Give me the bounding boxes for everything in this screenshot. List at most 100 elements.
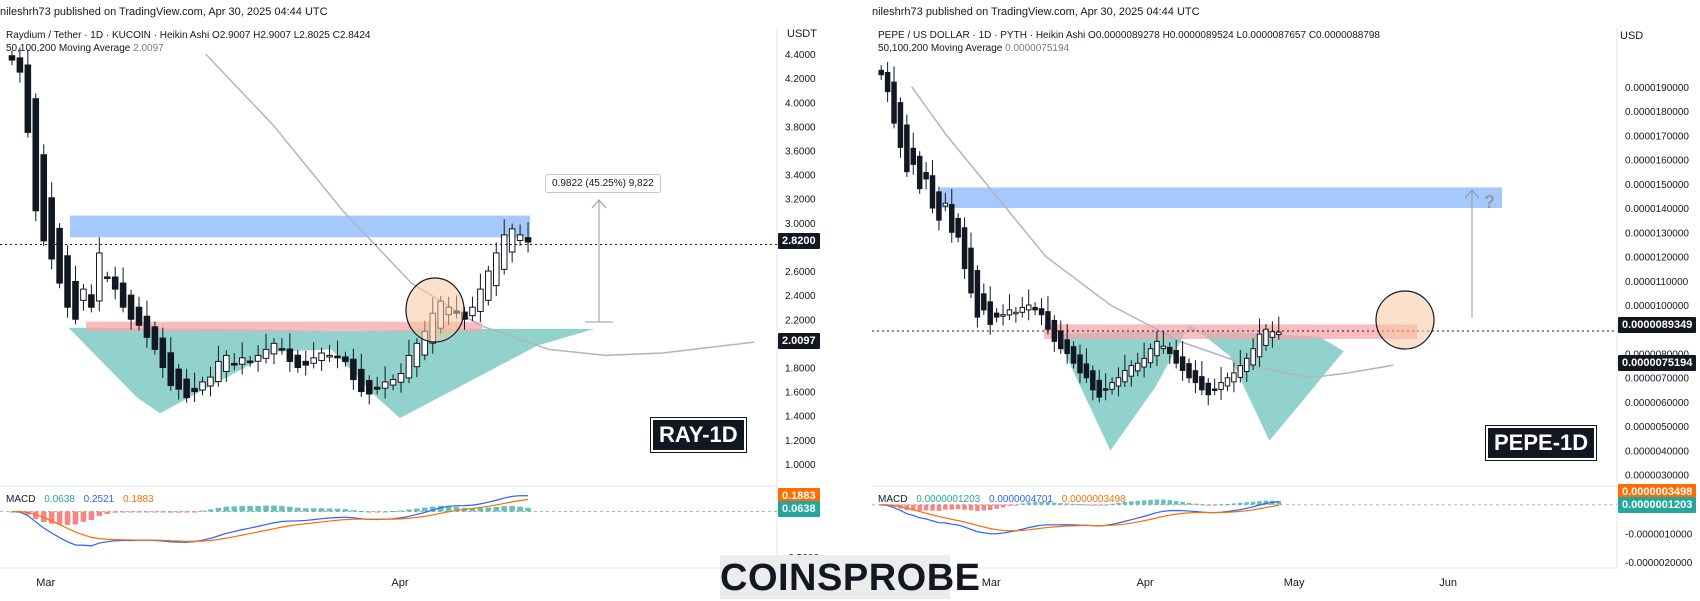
pepe-candle-body: [1064, 339, 1070, 354]
left-unit-label: USDT: [787, 28, 817, 40]
ray-macd-histogram-bar: [509, 505, 515, 512]
pepe-candle-body: [1045, 311, 1051, 330]
pepe-y-tick-label: 0.0000100000: [1625, 301, 1689, 312]
ray-candle-body: [492, 252, 500, 287]
ray-macd-histogram-bar: [334, 508, 341, 512]
pepe-target-arrow-head: [1464, 189, 1480, 199]
right-macd-legend: MACD 0.0000001203 0.0000004701 0.0000003…: [878, 494, 1126, 505]
pepe-macd-histogram-bar: [1020, 503, 1025, 505]
ray-macd-histogram-bar: [390, 511, 396, 513]
pepe-macd-histogram-bar: [911, 504, 916, 511]
right-question-mark: ?: [1484, 192, 1495, 212]
pepe-y-tick-label: 0.0000130000: [1625, 228, 1689, 239]
pepe-candle-body: [897, 102, 904, 148]
right-macd-line: 0.0000004701: [988, 494, 1053, 505]
ray-candle-body: [175, 368, 182, 390]
ray-candle-body: [16, 57, 24, 73]
pepe-macd-histogram-bar: [1071, 503, 1076, 505]
pepe-support-zone: [1044, 324, 1417, 339]
pepe-macd-histogram-bar: [1206, 504, 1211, 506]
pepe-y-tick-label: 0.0000080000: [1625, 349, 1689, 360]
pepe-macd-histogram-bar: [1212, 504, 1217, 506]
pepe-candle-body: [1115, 377, 1122, 387]
left-ma-label: 50,100,200 Moving Average: [6, 43, 131, 54]
ray-macd-histogram-bar: [152, 511, 158, 513]
pepe-candle-body: [1000, 314, 1006, 317]
pepe-macd-histogram-bar: [1109, 503, 1115, 505]
ray-candle-body: [151, 326, 159, 350]
pepe-macd-tick-label: -0.0000020000: [1625, 558, 1693, 569]
pepe-macd-histogram-bar: [1135, 500, 1140, 505]
ray-candle-body: [230, 362, 238, 366]
pepe-macd-histogram-bar: [1199, 504, 1205, 506]
ray-candle-body: [143, 315, 151, 338]
ray-candle-body: [127, 294, 135, 320]
ray-candle-body: [373, 386, 381, 390]
pepe-candle-body: [1154, 340, 1160, 357]
pepe-candle-body: [884, 72, 891, 93]
ray-candle-body: [508, 228, 516, 253]
ray-candle-body: [278, 348, 286, 351]
ray-macd-histogram-bar: [144, 511, 150, 513]
ray-candle-body: [397, 373, 405, 383]
pepe-macd-histogram-bar: [1244, 502, 1249, 505]
right-unit-label: USD: [1620, 30, 1644, 42]
ray-macd-histogram-bar: [350, 510, 357, 512]
ray-macd-histogram-bar: [485, 507, 492, 512]
pepe-macd-histogram-bar: [1173, 501, 1179, 505]
pepe-candle-body: [1032, 306, 1038, 311]
left-price-tag: 2.8200: [778, 233, 820, 249]
pepe-candle-body: [1083, 363, 1090, 379]
pepe-candle-body: [1199, 376, 1205, 391]
pepe-macd-histogram-bar: [955, 504, 961, 510]
pepe-macd-signal-line: [881, 504, 1279, 532]
ray-candle-body: [358, 368, 365, 393]
ray-candle-body: [159, 337, 167, 368]
pepe-candle-body: [1058, 330, 1064, 350]
ray-candle-body: [56, 227, 63, 284]
ray-candle-body: [135, 306, 143, 326]
ray-macd-histogram-bar: [255, 505, 261, 512]
pepe-macd-histogram-bar: [1263, 500, 1269, 505]
ray-y-tick-label: 3.0000: [785, 219, 816, 230]
ray-macd-histogram-bar: [120, 511, 126, 513]
pepe-macd-histogram-bar: [1180, 502, 1185, 505]
pepe-candle-body: [1160, 345, 1167, 350]
ray-candle-body: [119, 282, 127, 308]
pepe-candle-body: [1102, 388, 1109, 391]
pepe-candle-body: [878, 69, 884, 76]
pepe-resistance-zone: [940, 187, 1502, 209]
pepe-candle-body: [987, 301, 993, 325]
pepe-y-tick-label: 0.0000150000: [1625, 180, 1689, 191]
pepe-macd-histogram-bar: [1193, 503, 1198, 505]
right-macd-hist-tag: 0.0000001203: [1618, 497, 1697, 513]
pepe-macd-histogram-bar: [1045, 502, 1051, 505]
ray-candle-body: [238, 357, 246, 365]
ray-macd-histogram-bar: [445, 506, 452, 512]
pepe-y-tick-label: 0.0000110000: [1625, 277, 1689, 288]
pepe-candle-body: [904, 124, 910, 173]
right-published-line: nileshrh73 published on TradingView.com,…: [872, 6, 1200, 18]
pepe-candle-body: [1167, 346, 1173, 354]
right-macd-signal-tag: 0.0000003498: [1618, 484, 1697, 500]
ray-candle-body: [88, 294, 95, 308]
ray-macd-histogram-bar: [48, 511, 55, 524]
ray-moving-average-line: [205, 53, 755, 357]
pepe-candle-body: [942, 202, 949, 207]
pepe-macd-histogram-bar: [1250, 501, 1256, 505]
ray-macd-histogram-bar: [199, 510, 206, 512]
pepe-macd-histogram-bar: [968, 504, 974, 511]
pepe-candle-body: [1077, 354, 1083, 374]
pepe-candle-body: [1147, 348, 1154, 364]
ray-macd-histogram-bar: [477, 507, 484, 512]
pepe-candle-body: [1141, 357, 1147, 368]
ray-macd-histogram-bar: [326, 508, 333, 512]
pepe-y-tick-label: 0.0000190000: [1625, 83, 1689, 94]
ray-y-tick-label: 4.2000: [785, 74, 816, 85]
ray-y-tick-label: 1.8000: [785, 363, 816, 374]
panel-divider: [862, 0, 872, 600]
left-macd-label: MACD: [6, 494, 36, 505]
right-ma-value: 0.0000075194: [1005, 43, 1070, 54]
pepe-candle-body: [1179, 356, 1186, 371]
ray-x-tick-label: Apr: [391, 577, 408, 589]
